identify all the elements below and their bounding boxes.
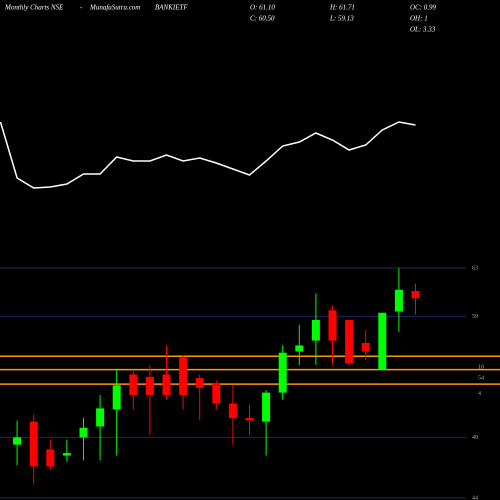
close-info: C: 60.50 <box>250 15 275 23</box>
candle-body <box>345 320 354 364</box>
candle-body <box>145 376 154 396</box>
oc-info: OC: 0.99 <box>410 4 437 12</box>
y-tick-label: 63 <box>472 265 478 271</box>
candle-body <box>13 437 22 445</box>
candle-body <box>195 378 204 388</box>
level-label: 4 <box>478 391 481 397</box>
candle-body <box>29 421 38 467</box>
level-label: 10 <box>478 365 484 371</box>
y-tick-label: 49 <box>472 435 478 441</box>
candle-body <box>245 418 254 421</box>
candle-body <box>79 427 88 438</box>
candle-body <box>212 382 221 404</box>
indicator-line <box>0 121 416 189</box>
candle-body <box>112 385 121 410</box>
candle-body <box>96 408 105 427</box>
candle-body <box>361 343 370 352</box>
source: Monthly Charts NSE <box>4 4 64 12</box>
candle-body <box>162 374 171 396</box>
candle-body <box>394 289 403 312</box>
y-tick-label: 59 <box>472 314 478 320</box>
oh-info: OH: 1 <box>410 15 428 23</box>
candle-body <box>378 312 387 370</box>
y-tick-label: 44 <box>472 495 478 500</box>
candle-body <box>129 374 138 396</box>
low-info: L: 59.13 <box>329 15 354 23</box>
candle-body <box>46 449 55 467</box>
site: MunafaSutra.com <box>89 4 140 12</box>
candle-body <box>228 403 237 419</box>
high-info: H: 61.71 <box>329 4 355 12</box>
ol-info: OL: 3.33 <box>410 26 436 34</box>
candle-body <box>179 357 188 396</box>
candle-body <box>262 392 271 422</box>
level-label: 54 <box>478 375 484 381</box>
candle-body <box>311 320 320 341</box>
candle-body <box>328 310 337 341</box>
candle-body <box>295 345 304 352</box>
separator: - <box>80 4 83 12</box>
candle-body <box>278 352 287 393</box>
symbol: BANKIETF <box>155 4 188 12</box>
candle-body <box>411 290 420 299</box>
open-info: O: 61.10 <box>250 4 275 12</box>
candle-body <box>62 453 71 456</box>
